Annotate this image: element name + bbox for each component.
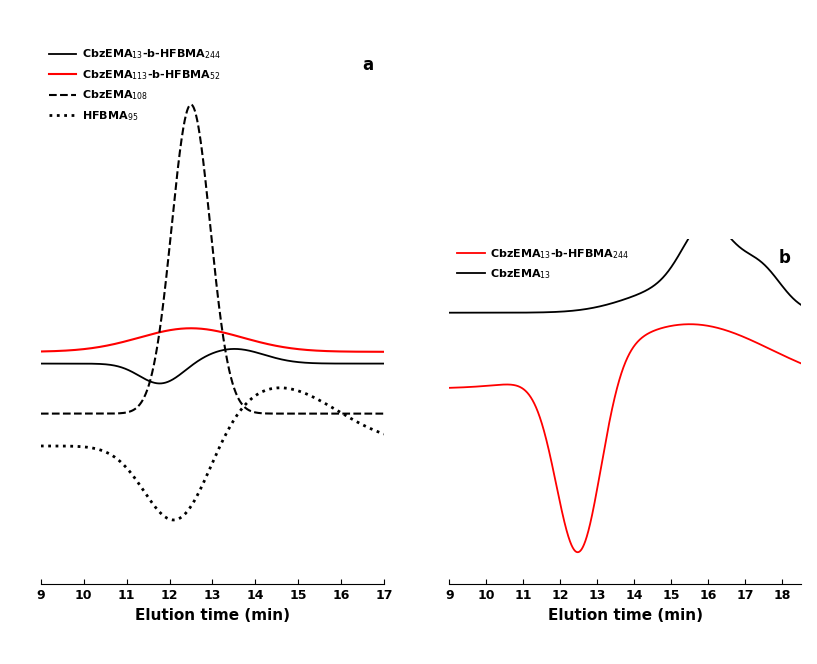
- Text: a: a: [363, 56, 373, 74]
- Legend: CbzEMA$_{13}$-b-HFBMA$_{244}$, CbzEMA$_{113}$-b-HFBMA$_{52}$, CbzEMA$_{108}$, HF: CbzEMA$_{13}$-b-HFBMA$_{244}$, CbzEMA$_{…: [47, 45, 223, 125]
- Text: b: b: [779, 250, 790, 268]
- Legend: CbzEMA$_{13}$-b-HFBMA$_{244}$, CbzEMA$_{13}$: CbzEMA$_{13}$-b-HFBMA$_{244}$, CbzEMA$_{…: [455, 244, 632, 284]
- X-axis label: Elution time (min): Elution time (min): [135, 608, 290, 623]
- X-axis label: Elution time (min): Elution time (min): [547, 608, 703, 623]
